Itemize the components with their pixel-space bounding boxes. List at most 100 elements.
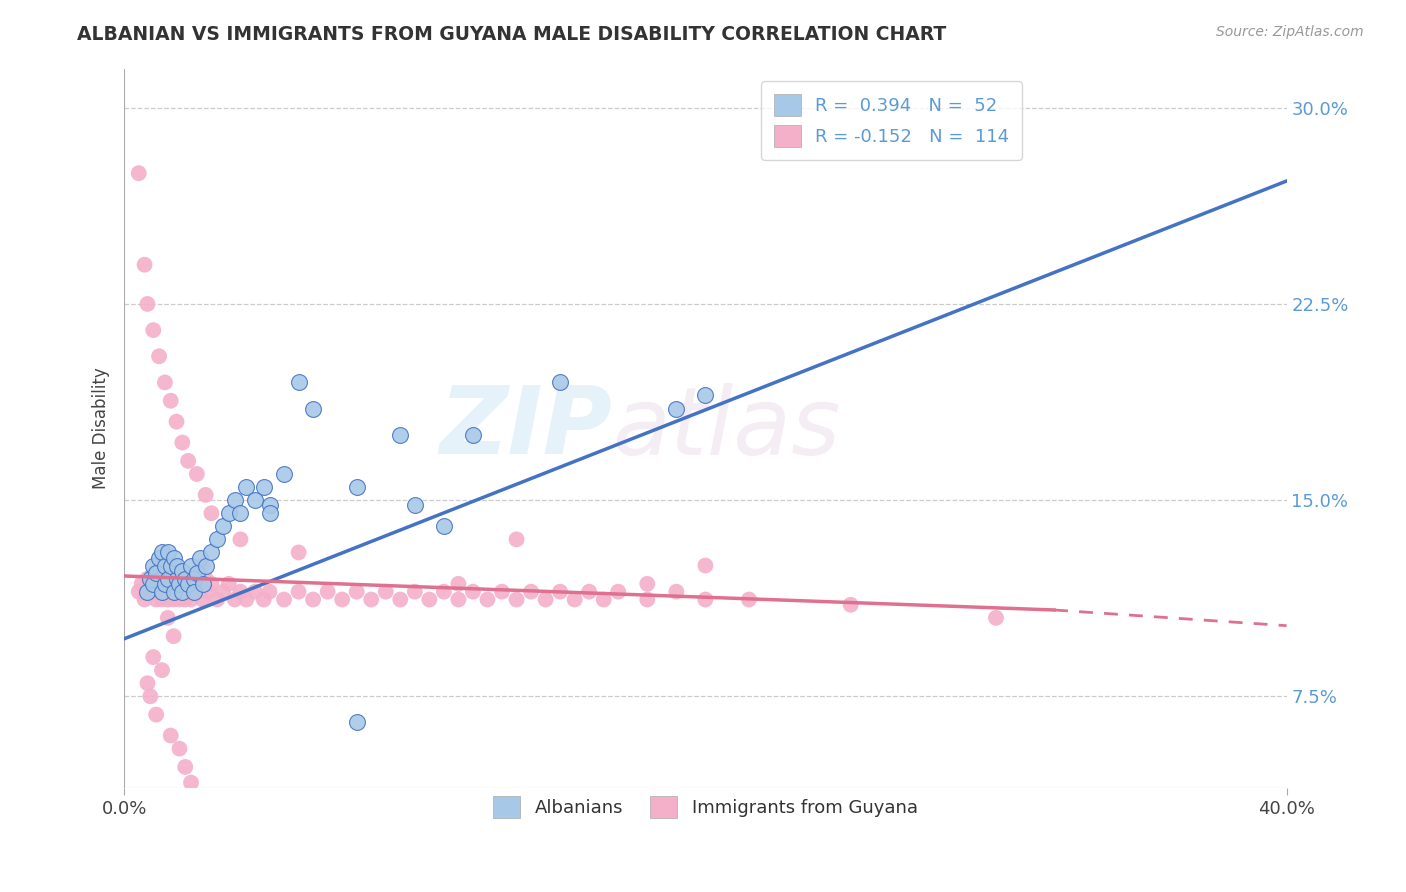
Point	[186, 566, 208, 581]
Point	[134, 592, 156, 607]
Point	[346, 584, 368, 599]
Point	[139, 577, 162, 591]
Point	[177, 454, 200, 468]
Point	[302, 401, 325, 416]
Point	[197, 584, 219, 599]
Point	[148, 572, 170, 586]
Point	[183, 572, 205, 586]
Point	[128, 584, 150, 599]
Point	[162, 584, 184, 599]
Point	[172, 564, 194, 578]
Point	[153, 584, 176, 599]
Point	[145, 707, 167, 722]
Point	[142, 584, 165, 599]
Point	[200, 506, 222, 520]
Point	[156, 577, 179, 591]
Point	[738, 592, 761, 607]
Point	[235, 480, 257, 494]
Point	[159, 572, 181, 586]
Point	[150, 545, 173, 559]
Point	[229, 533, 252, 547]
Point	[205, 592, 228, 607]
Point	[346, 480, 368, 494]
Point	[177, 577, 200, 591]
Point	[447, 592, 470, 607]
Point	[520, 584, 543, 599]
Point	[150, 577, 173, 591]
Point	[174, 572, 197, 586]
Point	[172, 584, 194, 599]
Point	[162, 577, 184, 591]
Point	[316, 584, 339, 599]
Point	[330, 592, 353, 607]
Point	[665, 584, 688, 599]
Text: ZIP: ZIP	[440, 382, 613, 475]
Point	[174, 760, 197, 774]
Point	[159, 393, 181, 408]
Point	[162, 592, 184, 607]
Point	[134, 258, 156, 272]
Point	[186, 584, 208, 599]
Point	[224, 493, 246, 508]
Point	[839, 598, 862, 612]
Point	[360, 592, 382, 607]
Point	[461, 427, 484, 442]
Point	[212, 519, 235, 533]
Point	[166, 558, 188, 573]
Point	[259, 499, 281, 513]
Point	[273, 467, 295, 481]
Point	[169, 577, 191, 591]
Point	[491, 584, 513, 599]
Point	[191, 577, 214, 591]
Point	[159, 584, 181, 599]
Point	[159, 558, 181, 573]
Point	[172, 584, 194, 599]
Point	[150, 584, 173, 599]
Point	[139, 572, 162, 586]
Point	[172, 572, 194, 586]
Point	[145, 577, 167, 591]
Point	[150, 663, 173, 677]
Point	[302, 592, 325, 607]
Point	[548, 584, 571, 599]
Point	[169, 592, 191, 607]
Point	[148, 349, 170, 363]
Point	[180, 558, 202, 573]
Point	[142, 323, 165, 337]
Point	[592, 592, 614, 607]
Point	[177, 584, 200, 599]
Point	[180, 577, 202, 591]
Point	[131, 577, 153, 591]
Point	[159, 729, 181, 743]
Point	[578, 584, 600, 599]
Point	[229, 506, 252, 520]
Point	[156, 592, 179, 607]
Y-axis label: Male Disability: Male Disability	[93, 368, 110, 489]
Point	[139, 690, 162, 704]
Point	[142, 558, 165, 573]
Point	[191, 558, 214, 573]
Point	[389, 427, 412, 442]
Point	[174, 592, 197, 607]
Point	[287, 376, 309, 390]
Point	[183, 572, 205, 586]
Point	[984, 611, 1007, 625]
Point	[695, 388, 717, 402]
Point	[194, 558, 217, 573]
Point	[166, 572, 188, 586]
Point	[169, 741, 191, 756]
Point	[177, 572, 200, 586]
Point	[346, 715, 368, 730]
Point	[145, 566, 167, 581]
Point	[607, 584, 630, 599]
Point	[273, 592, 295, 607]
Point	[156, 611, 179, 625]
Point	[142, 566, 165, 581]
Point	[253, 480, 276, 494]
Point	[259, 584, 281, 599]
Point	[174, 577, 197, 591]
Point	[287, 545, 309, 559]
Point	[433, 519, 456, 533]
Point	[136, 297, 159, 311]
Point	[695, 592, 717, 607]
